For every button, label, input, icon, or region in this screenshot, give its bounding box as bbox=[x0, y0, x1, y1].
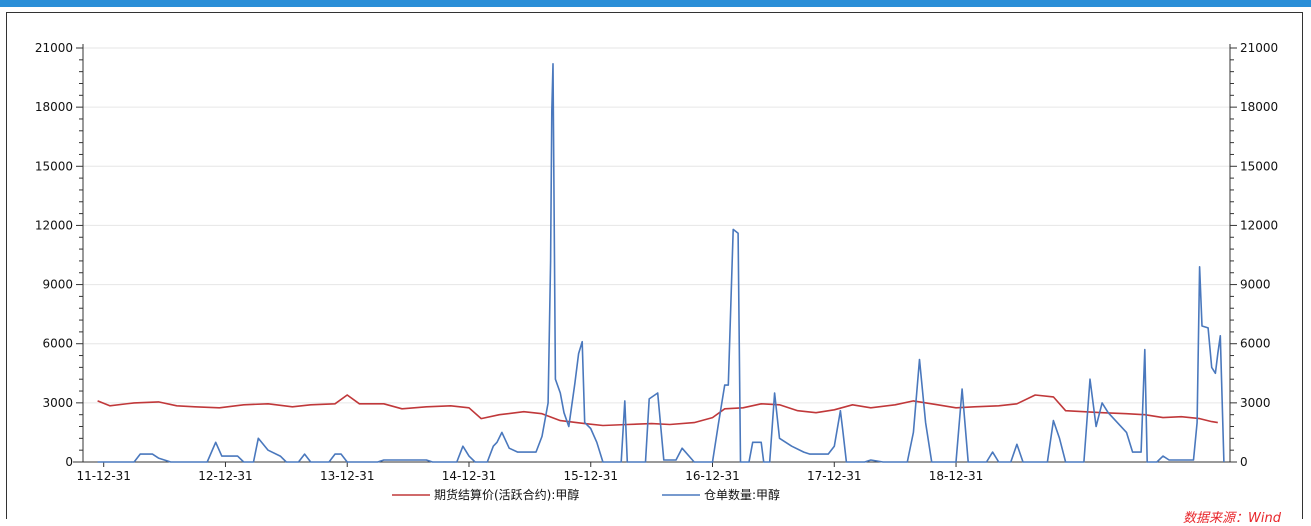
series bbox=[97, 63, 1225, 463]
source-note: 数据来源：Wind bbox=[1183, 511, 1281, 526]
x-tick-label: 16-12-31 bbox=[685, 469, 739, 483]
y-tick-label-left: 18000 bbox=[35, 100, 73, 114]
legend: 期货结算价(活跃合约):甲醇 仓单数量:甲醇 bbox=[392, 487, 780, 502]
y-tick-label-right: 6000 bbox=[1240, 337, 1271, 351]
y-tick-label-left: 15000 bbox=[35, 159, 73, 173]
series-line-2 bbox=[97, 63, 1225, 463]
x-tick-label: 17-12-31 bbox=[807, 469, 861, 483]
x-tick-label: 15-12-31 bbox=[564, 469, 618, 483]
y-tick-label-right: 0 bbox=[1240, 455, 1248, 469]
x-tick-labels: 11-12-31 12-12-31 13-12-31 14-12-31 15-12-31… bbox=[76, 469, 983, 483]
chart-frame bbox=[6, 12, 1303, 519]
series-line-1 bbox=[97, 394, 1218, 427]
y-tick-label-right: 12000 bbox=[1240, 218, 1278, 232]
y-tick-label-left: 3000 bbox=[42, 396, 73, 410]
x-tick-label: 13-12-31 bbox=[320, 469, 374, 483]
top-accent-bar bbox=[0, 0, 1311, 7]
y-tick-label-right: 3000 bbox=[1240, 396, 1271, 410]
y-tick-label-right: 15000 bbox=[1240, 159, 1278, 173]
y-tick-label-right: 18000 bbox=[1240, 100, 1278, 114]
y-tick-labels-left: 0 3000 6000 9000 12000 15000 18000 21000 bbox=[35, 41, 73, 469]
legend-label-2: 仓单数量:甲醇 bbox=[704, 487, 780, 502]
y-tick-label-left: 12000 bbox=[35, 218, 73, 232]
legend-label-1: 期货结算价(活跃合约):甲醇 bbox=[434, 487, 579, 502]
gridlines bbox=[83, 47, 1230, 404]
y-tick-labels-right: 0 3000 6000 9000 12000 15000 18000 21000 bbox=[1240, 41, 1278, 469]
x-tick-label: 12-12-31 bbox=[198, 469, 252, 483]
y-tick-label-right: 21000 bbox=[1240, 41, 1278, 55]
y-tick-label-left: 0 bbox=[65, 455, 73, 469]
x-tick-label: 11-12-31 bbox=[76, 469, 130, 483]
x-tick-label: 14-12-31 bbox=[442, 469, 496, 483]
x-tick-label: 18-12-31 bbox=[929, 469, 983, 483]
y-tick-label-left: 9000 bbox=[42, 278, 73, 292]
y-tick-label-left: 21000 bbox=[35, 41, 73, 55]
y-tick-label-left: 6000 bbox=[42, 337, 73, 351]
y-tick-label-right: 9000 bbox=[1240, 278, 1271, 292]
